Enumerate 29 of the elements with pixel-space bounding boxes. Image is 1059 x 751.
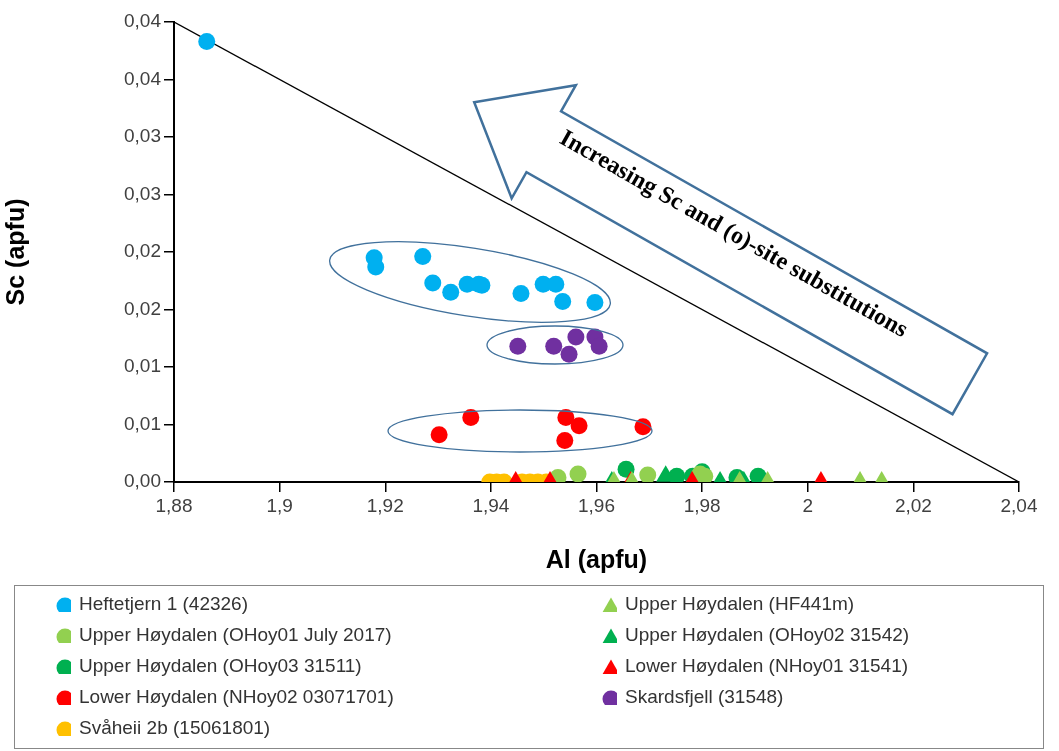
x-tick-label: 1,98 <box>683 494 721 516</box>
y-tick-label: 0,00 <box>124 470 161 492</box>
x-tick-label: 1,9 <box>266 494 293 516</box>
y-tick-label: 0,01 <box>124 355 161 377</box>
x-tick-label: 2 <box>802 494 814 516</box>
x-tick-label: 1,88 <box>155 494 193 516</box>
y-tick-label: 0,01 <box>124 412 161 434</box>
y-tick-label: 0,04 <box>124 67 162 89</box>
x-tick-label: 1,96 <box>578 494 615 516</box>
x-tick-label: 1,94 <box>472 494 510 516</box>
legend-label: Upper Høydalen (OHoy03 31511) <box>79 654 362 677</box>
y-tick-label: 0,04 <box>124 10 162 32</box>
x-tick-label: 2,04 <box>1000 494 1038 516</box>
legend-label: Lower Høydalen (NHoy02 03071701) <box>79 685 394 708</box>
legend-label: Upper Høydalen (HF441m) <box>625 592 855 615</box>
y-tick-label: 0,02 <box>124 240 161 262</box>
x-tick-label: 1,92 <box>366 494 404 516</box>
legend-label: Lower Høydalen (NHoy01 31541) <box>625 654 909 677</box>
y-tick-label: 0,03 <box>124 182 161 204</box>
legend-label: Heftetjern 1 (42326) <box>79 592 248 615</box>
y-axis-title: Sc (apfu) <box>0 198 29 306</box>
x-tick-label: 2,02 <box>894 494 932 516</box>
y-tick-label: 0,02 <box>124 297 161 319</box>
x-axis-title: Al (apfu) <box>545 544 648 573</box>
y-tick-label: 0,03 <box>124 125 161 147</box>
legend-label: Upper Høydalen (OHoy01 July 2017) <box>79 623 392 646</box>
legend-label: Svåheii 2b (15061801) <box>79 716 271 739</box>
legend-label: Skardsfjell (31548) <box>625 685 784 708</box>
legend-label: Upper Høydalen (OHoy02 31542) <box>625 623 910 646</box>
